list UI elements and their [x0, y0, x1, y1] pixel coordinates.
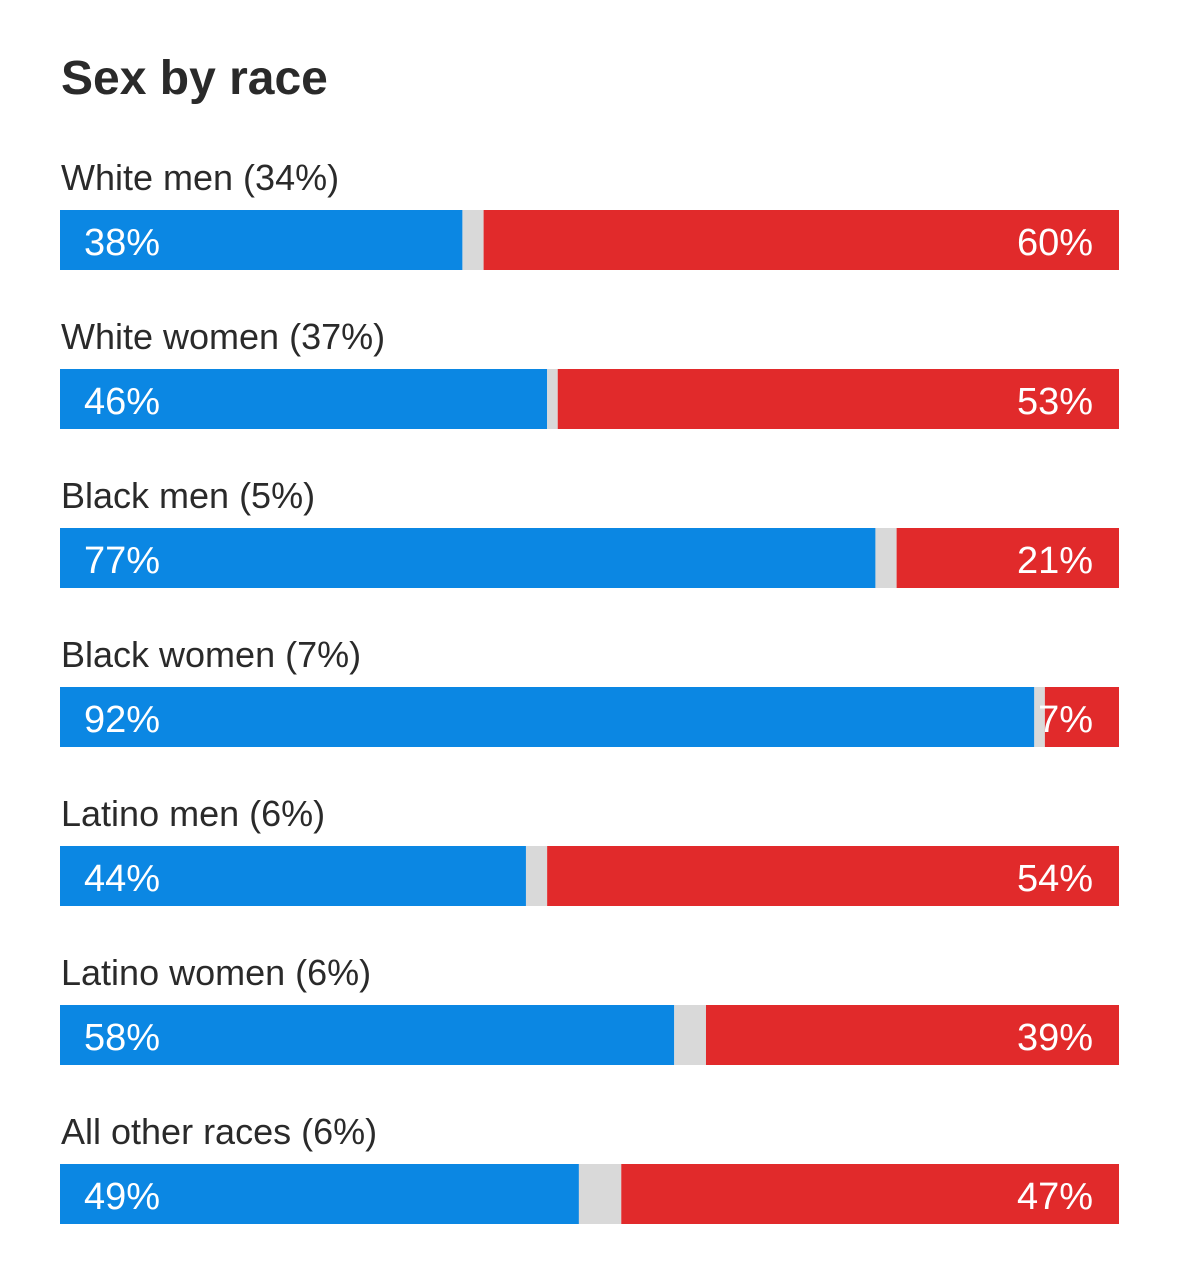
bar-row: White men (34%) 38% 60%: [60, 157, 1120, 270]
right-value-label: 53%: [1017, 381, 1093, 423]
right-value-label: 7%: [1038, 699, 1093, 741]
category-label: All other races (6%): [61, 1111, 377, 1152]
red-segment: [483, 210, 1120, 270]
right-value-label: 60%: [1017, 222, 1093, 264]
category-label: White men (34%): [61, 157, 339, 198]
blue-segment: [60, 687, 1035, 747]
left-value-label: 38%: [84, 222, 160, 264]
category-label: Latino men (6%): [61, 793, 325, 834]
gap-segment: [578, 1164, 622, 1224]
right-value-label: 21%: [1017, 540, 1093, 582]
category-label: Latino women (6%): [61, 952, 371, 993]
category-label: Black men (5%): [61, 475, 315, 516]
bar-rows: White men (34%) 38% 60% White women (37%) 46…: [60, 157, 1120, 1224]
gap-segment: [674, 1005, 706, 1065]
red-segment: [1044, 687, 1119, 747]
bar-row: Latino women (6%) 58% 39%: [60, 952, 1119, 1065]
left-value-label: 49%: [84, 1176, 160, 1218]
gap-segment: [875, 528, 897, 588]
left-value-label: 44%: [84, 858, 160, 900]
gap-segment: [525, 846, 548, 906]
left-value-label: 46%: [84, 381, 160, 423]
gap-segment: [462, 210, 484, 270]
bar-row: Black men (5%) 77% 21%: [60, 475, 1119, 588]
red-segment: [547, 846, 1119, 906]
right-value-label: 39%: [1017, 1017, 1093, 1059]
left-value-label: 58%: [84, 1017, 160, 1059]
bar-row: Latino men (6%) 44% 54%: [60, 793, 1119, 906]
category-label: Black women (7%): [61, 634, 361, 675]
chart-title: Sex by race: [61, 52, 328, 105]
bar-row: Black women (7%) 92% 7%: [60, 634, 1119, 747]
blue-segment: [60, 1164, 579, 1224]
blue-segment: [60, 1005, 675, 1065]
blue-segment: [60, 369, 548, 429]
left-value-label: 92%: [84, 699, 160, 741]
blue-segment: [60, 846, 526, 906]
red-segment: [557, 369, 1119, 429]
gap-segment: [1034, 687, 1045, 747]
right-value-label: 54%: [1017, 858, 1093, 900]
blue-segment: [60, 528, 876, 588]
gap-segment: [547, 369, 558, 429]
category-label: White women (37%): [61, 316, 385, 357]
left-value-label: 77%: [84, 540, 160, 582]
right-value-label: 47%: [1017, 1176, 1093, 1218]
blue-segment: [60, 210, 463, 270]
red-segment: [621, 1164, 1119, 1224]
red-segment: [896, 528, 1119, 588]
bar-row: White women (37%) 46% 53%: [60, 316, 1119, 429]
bar-row: All other races (6%) 49% 47%: [60, 1111, 1119, 1224]
red-segment: [705, 1005, 1119, 1065]
